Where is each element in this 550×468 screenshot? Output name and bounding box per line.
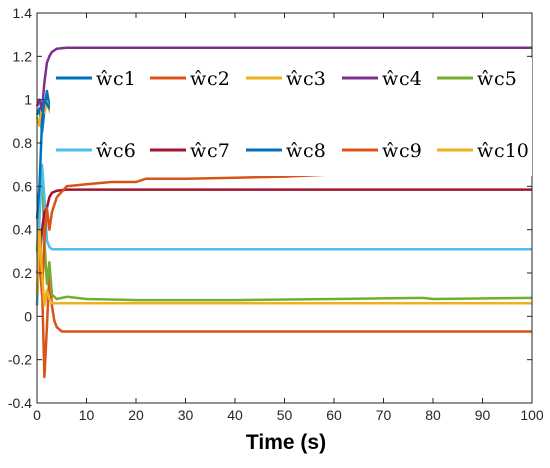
- series-line-9: [35, 166, 532, 296]
- legend-label-7: ŵc7: [190, 140, 230, 162]
- x-axis-label: Time (s): [246, 431, 326, 454]
- series-line-7: [35, 188, 532, 274]
- series-line-5: [35, 167, 533, 302]
- y-tick-label: 0: [24, 308, 32, 324]
- x-tick-label: 50: [277, 407, 293, 423]
- x-tick-label: 0: [33, 407, 41, 423]
- series-line-2: [35, 239, 532, 379]
- legend-label-5: ŵc5: [477, 68, 517, 90]
- x-tick-label: 20: [128, 407, 144, 423]
- legend-label-4: ŵc4: [382, 68, 422, 90]
- legend-label-3: ŵc3: [286, 68, 326, 90]
- x-tick-label: 60: [326, 407, 342, 423]
- x-tick-label: 90: [475, 407, 491, 423]
- series-line-6: [35, 163, 532, 306]
- x-tick-label: 100: [520, 407, 544, 423]
- y-tick-label: 1: [24, 92, 32, 108]
- y-tick-label: 0.8: [13, 135, 33, 151]
- legend-label-8: ŵc8: [286, 140, 326, 162]
- legend-label-2: ŵc2: [190, 68, 230, 90]
- legend-label-10: ŵc10: [477, 140, 529, 162]
- axis-ticks: 0 10 20 30 40 50 60 70 80 90 100 -0.4 -0.2 0 0.2 0.4 0.6…: [8, 5, 544, 423]
- y-tick-label: 0.2: [13, 265, 33, 281]
- x-tick-label: 70: [376, 407, 392, 423]
- y-tick-label: 0.6: [13, 178, 33, 194]
- y-tick-label: -0.2: [8, 352, 32, 368]
- y-tick-label: 1.2: [13, 48, 33, 64]
- legend-label-6: ŵc6: [96, 140, 136, 162]
- series-lines: [35, 46, 533, 379]
- x-tick-label: 10: [79, 407, 95, 423]
- y-tick-label: 1.4: [13, 5, 33, 21]
- legend-label-1: ŵc1: [96, 68, 136, 90]
- series-line-4: [35, 46, 532, 112]
- series-line-10: [35, 228, 532, 307]
- x-tick-label: 80: [425, 407, 441, 423]
- y-tick-label: -0.4: [8, 395, 32, 411]
- x-tick-label: 30: [178, 407, 194, 423]
- y-tick-label: 0.4: [13, 222, 33, 238]
- legend-label-9: ŵc9: [382, 140, 422, 162]
- legend: ŵc1 ŵc2 ŵc3 ŵc4 ŵc5 ŵc6 ŵc7 ŵc8 ŵc9 ŵc10: [50, 58, 532, 176]
- x-tick-label: 40: [227, 407, 243, 423]
